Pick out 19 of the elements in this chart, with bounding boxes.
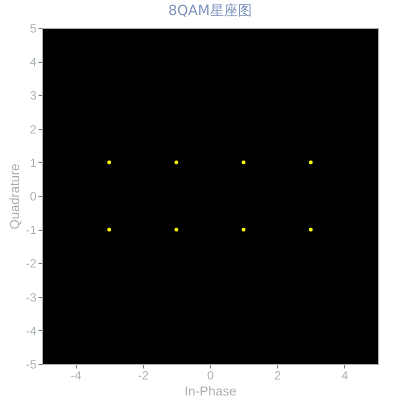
y-tick-label: 4 [30, 55, 37, 70]
y-tick-label: 5 [30, 22, 37, 36]
y-axis-title: Quadrature [6, 164, 22, 230]
x-tick-label: -4 [70, 368, 82, 382]
x-tick-label: 0 [207, 368, 214, 382]
y-tick-label: 0 [30, 190, 37, 204]
y-tick-label: -5 [26, 358, 37, 372]
x-tick-label: -2 [138, 368, 149, 382]
y-tick-label: 1 [30, 156, 37, 170]
x-tick-label: 4 [342, 368, 349, 382]
y-tick-label: -1 [26, 223, 37, 238]
y-tick-label: -4 [26, 324, 37, 338]
y-tick-label: -2 [26, 256, 37, 271]
x-tick-label: 2 [274, 368, 282, 382]
chart-title: 8QAM星座图 [168, 3, 252, 19]
y-tick-label: -3 [26, 290, 37, 304]
y-tick-label: 3 [30, 88, 37, 103]
y-tick-label: 2 [30, 122, 37, 136]
x-axis-title: In-Phase [184, 384, 237, 398]
